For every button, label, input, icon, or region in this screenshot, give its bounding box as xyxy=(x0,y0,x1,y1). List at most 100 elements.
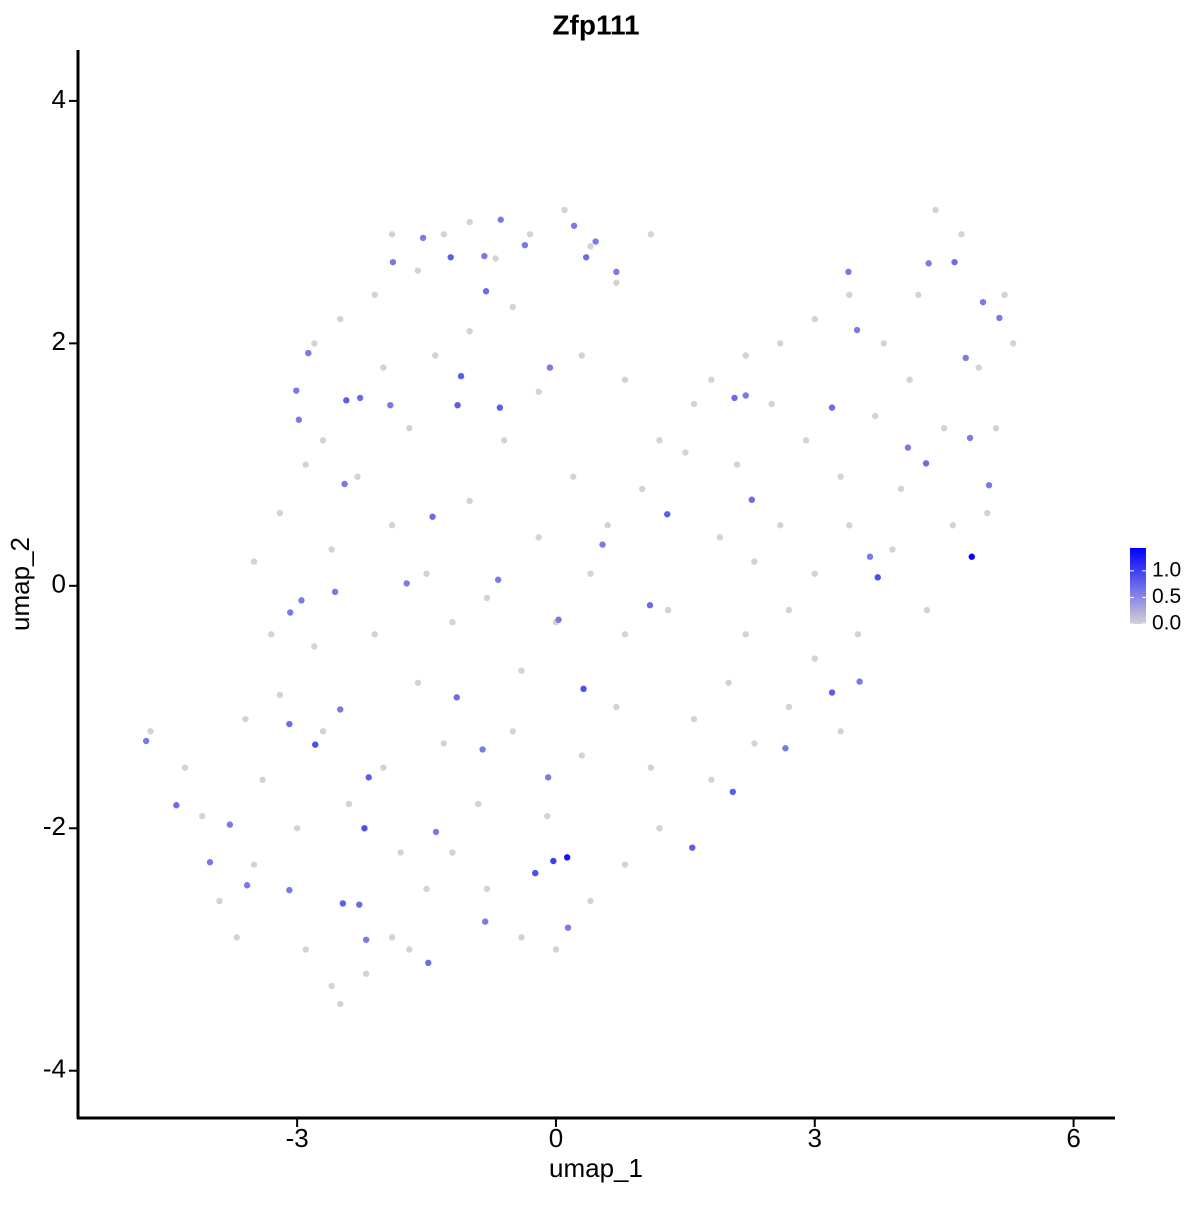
point xyxy=(949,522,957,529)
point xyxy=(940,425,948,432)
point xyxy=(328,546,335,553)
point xyxy=(785,703,793,711)
point xyxy=(286,720,293,728)
point xyxy=(286,886,293,894)
point xyxy=(748,496,755,503)
point xyxy=(570,473,577,480)
point xyxy=(599,541,606,548)
y-tick-label: -2 xyxy=(43,811,66,841)
point xyxy=(206,859,214,866)
point xyxy=(975,364,982,371)
point xyxy=(440,231,447,238)
point xyxy=(339,900,347,907)
point xyxy=(958,231,965,238)
point xyxy=(966,434,974,442)
point xyxy=(984,509,991,517)
point xyxy=(866,553,874,560)
point xyxy=(147,728,154,735)
point xyxy=(259,776,266,783)
point xyxy=(613,703,620,711)
point xyxy=(708,376,715,383)
point xyxy=(268,631,275,638)
point xyxy=(561,206,568,214)
point xyxy=(621,861,629,868)
point xyxy=(544,774,552,781)
point xyxy=(923,606,931,614)
point xyxy=(345,800,353,808)
point xyxy=(846,291,853,299)
point xyxy=(481,252,488,260)
point xyxy=(319,728,327,735)
point xyxy=(777,522,784,529)
point xyxy=(414,679,422,686)
point xyxy=(985,482,993,489)
point xyxy=(621,631,629,638)
point xyxy=(199,812,206,820)
point xyxy=(403,580,410,587)
point xyxy=(496,404,504,411)
point xyxy=(482,288,490,295)
point xyxy=(880,340,887,347)
point xyxy=(613,268,620,276)
point xyxy=(419,234,427,242)
y-tick-label: 4 xyxy=(52,84,66,114)
point xyxy=(550,857,557,865)
point xyxy=(431,352,439,359)
chart-title: Zfp111 xyxy=(552,9,639,40)
point xyxy=(423,570,430,577)
point xyxy=(295,416,303,423)
point xyxy=(656,437,663,444)
point xyxy=(226,821,234,828)
y-tick-label: -4 xyxy=(43,1054,66,1084)
point xyxy=(664,606,672,614)
point xyxy=(298,597,305,604)
point xyxy=(837,473,844,480)
point xyxy=(968,553,975,560)
point xyxy=(356,901,363,908)
point xyxy=(311,340,318,347)
colorbar-tick-label: 1.0 xyxy=(1152,558,1181,581)
point xyxy=(250,861,258,868)
point xyxy=(466,218,473,226)
point xyxy=(526,231,534,238)
point xyxy=(751,740,758,747)
point xyxy=(621,376,629,383)
point xyxy=(932,206,939,214)
point xyxy=(371,291,378,299)
point xyxy=(535,388,542,396)
point xyxy=(397,849,404,856)
point xyxy=(811,315,818,323)
y-tick-label: 2 xyxy=(52,326,66,356)
point xyxy=(475,800,482,808)
point xyxy=(563,854,571,861)
point xyxy=(802,437,810,444)
point xyxy=(729,788,737,796)
point xyxy=(656,825,663,832)
point xyxy=(388,231,396,238)
point xyxy=(777,340,784,347)
point xyxy=(388,522,396,529)
point xyxy=(518,667,525,674)
point xyxy=(731,394,738,402)
point xyxy=(578,752,586,759)
point xyxy=(996,314,1003,322)
point xyxy=(362,936,370,943)
point xyxy=(689,844,696,851)
point xyxy=(509,728,517,735)
point xyxy=(354,473,361,480)
point xyxy=(380,764,387,771)
point xyxy=(580,685,587,693)
point xyxy=(647,231,655,238)
point xyxy=(742,631,749,638)
point xyxy=(518,934,525,941)
point xyxy=(483,594,491,602)
point xyxy=(305,349,312,357)
point xyxy=(587,243,594,250)
point xyxy=(521,241,529,249)
point xyxy=(380,364,387,371)
point xyxy=(979,298,987,306)
point xyxy=(552,946,560,953)
point xyxy=(302,461,309,468)
point xyxy=(837,728,844,735)
point xyxy=(250,558,258,565)
